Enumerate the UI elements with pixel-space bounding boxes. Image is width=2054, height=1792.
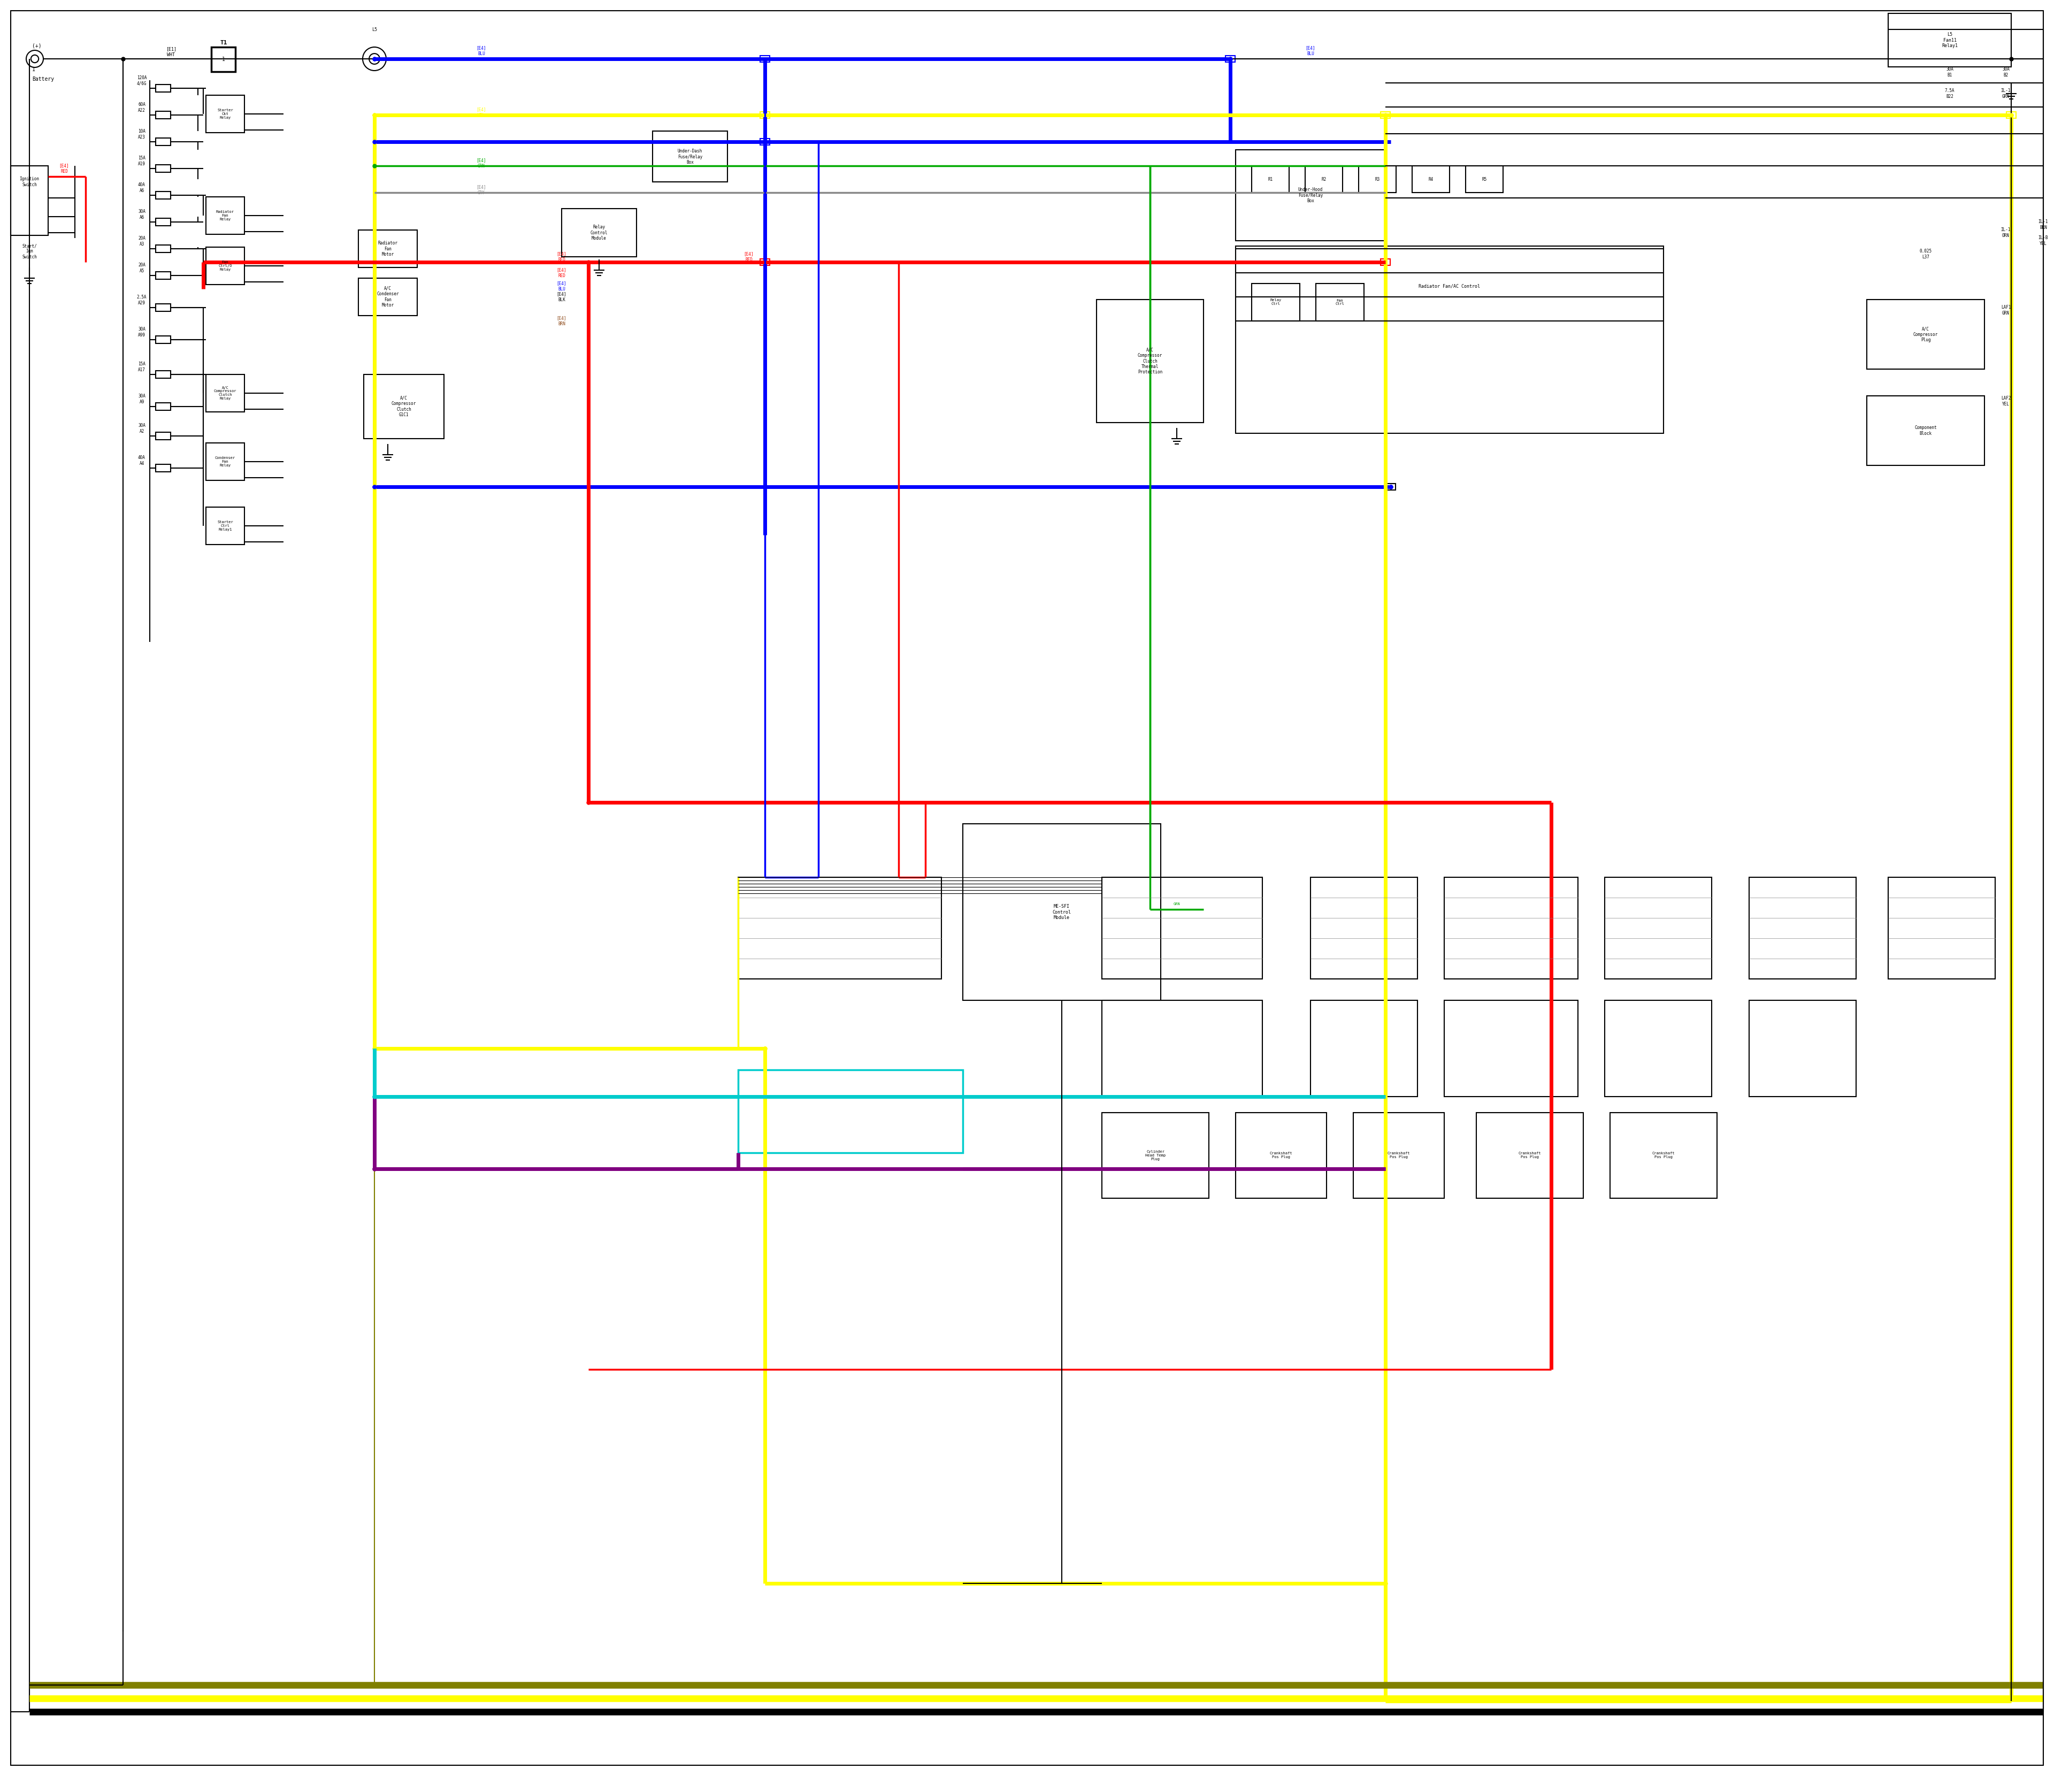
- Text: 30A
A99: 30A A99: [138, 326, 146, 337]
- Text: [E4]
RED: [E4] RED: [557, 267, 567, 278]
- Text: IL-B
YEL: IL-B YEL: [2038, 235, 2048, 246]
- Bar: [357, 278, 417, 315]
- Bar: [205, 443, 244, 480]
- Bar: [156, 305, 170, 312]
- Text: 60A
A22: 60A A22: [138, 102, 146, 113]
- Text: Start/
Ign
Switch: Start/ Ign Switch: [23, 244, 37, 260]
- Bar: [1251, 283, 1300, 321]
- Bar: [1477, 1113, 1584, 1199]
- Text: [E4]
RED: [E4] RED: [557, 251, 567, 262]
- Text: Crankshaft
Pos Plug: Crankshaft Pos Plug: [1386, 1152, 1411, 1159]
- Text: 30A
B2: 30A B2: [2003, 66, 2009, 77]
- Bar: [1310, 1000, 1417, 1097]
- Bar: [212, 47, 236, 72]
- Text: LAF2
YEL: LAF2 YEL: [2001, 396, 2011, 407]
- Text: [E4]
BRN: [E4] BRN: [557, 315, 567, 326]
- Bar: [205, 95, 244, 133]
- Bar: [760, 111, 770, 118]
- Text: 15A
A17: 15A A17: [138, 362, 146, 373]
- Bar: [1867, 396, 1984, 466]
- Bar: [10, 167, 47, 235]
- Bar: [205, 247, 244, 285]
- Bar: [1226, 56, 1234, 63]
- Text: [E4]
GRN: [E4] GRN: [477, 158, 487, 168]
- Text: A/C
Compressor
Plug: A/C Compressor Plug: [1912, 326, 1939, 342]
- Text: Fan
Ctrl: Fan Ctrl: [1335, 299, 1345, 306]
- Bar: [156, 138, 170, 145]
- Text: Condenser
Fan
Relay: Condenser Fan Relay: [216, 457, 236, 468]
- Bar: [357, 229, 417, 267]
- Bar: [156, 165, 170, 172]
- Text: Relay
Ctrl: Relay Ctrl: [1269, 299, 1282, 306]
- Text: 20A
A5: 20A A5: [138, 263, 146, 272]
- Bar: [1467, 167, 1504, 192]
- Text: 10A
A23: 10A A23: [138, 129, 146, 140]
- Bar: [156, 111, 170, 118]
- Bar: [156, 219, 170, 226]
- Bar: [156, 371, 170, 378]
- Bar: [205, 507, 244, 545]
- Bar: [1237, 151, 1384, 240]
- Text: R5: R5: [1481, 177, 1487, 181]
- Bar: [760, 56, 770, 63]
- Text: 7.5A
B22: 7.5A B22: [1945, 88, 1955, 99]
- Text: Starter
Ckt
Relay: Starter Ckt Relay: [218, 109, 234, 120]
- Text: [E4]
BLU: [E4] BLU: [1306, 45, 1315, 56]
- Text: A/C
Compressor
Clutch
G1C1: A/C Compressor Clutch G1C1: [392, 396, 417, 418]
- Text: IL-1
BRN: IL-1 BRN: [2038, 219, 2048, 229]
- Text: Cylinder
Head Temp
Plug: Cylinder Head Temp Plug: [1146, 1150, 1165, 1161]
- Bar: [1097, 299, 1204, 423]
- Text: 30A
A2: 30A A2: [138, 423, 146, 434]
- Text: A/C
Compressor
Clutch
Thermal
Protection: A/C Compressor Clutch Thermal Protection: [1138, 348, 1163, 375]
- Bar: [1444, 1000, 1577, 1097]
- Bar: [156, 403, 170, 410]
- Text: Radiator
Fan
Motor: Radiator Fan Motor: [378, 240, 398, 256]
- Text: (+): (+): [33, 43, 41, 48]
- Bar: [364, 375, 444, 439]
- Text: LAF1
GRN: LAF1 GRN: [2001, 305, 2011, 315]
- Text: Crankshaft
Pos Plug: Crankshaft Pos Plug: [1518, 1152, 1540, 1159]
- Text: 30A
A9: 30A A9: [138, 394, 146, 405]
- Text: 2.5A
A29: 2.5A A29: [138, 296, 146, 305]
- Text: [E4]
YEL: [E4] YEL: [477, 108, 487, 118]
- Text: 120A
4/6G: 120A 4/6G: [138, 75, 146, 86]
- Text: IL-1
GRN: IL-1 GRN: [2001, 88, 2011, 99]
- Bar: [1101, 1000, 1263, 1097]
- Bar: [1101, 878, 1263, 978]
- Text: Under-Dash
Fuse/Relay
Box: Under-Dash Fuse/Relay Box: [678, 149, 702, 165]
- Text: [E4]
RED: [E4] RED: [60, 163, 70, 174]
- Bar: [1354, 1113, 1444, 1199]
- Bar: [561, 208, 637, 256]
- Bar: [205, 375, 244, 412]
- Text: R1: R1: [1267, 177, 1273, 181]
- Text: GRN: GRN: [1173, 903, 1181, 905]
- Bar: [1310, 878, 1417, 978]
- Text: Relay
Control
Module: Relay Control Module: [589, 224, 608, 240]
- Text: Battery: Battery: [33, 77, 53, 82]
- Bar: [2007, 111, 2017, 118]
- Bar: [1888, 13, 2011, 66]
- Bar: [1101, 1113, 1210, 1199]
- Bar: [1750, 1000, 1857, 1097]
- Text: Crankshaft
Pos Plug: Crankshaft Pos Plug: [1269, 1152, 1292, 1159]
- Text: Under-Hood
Fuse/Relay
Box: Under-Hood Fuse/Relay Box: [1298, 188, 1323, 202]
- Text: Radiator
Fan
Relay: Radiator Fan Relay: [216, 210, 234, 220]
- Text: Crankshaft
Pos Plug: Crankshaft Pos Plug: [1651, 1152, 1674, 1159]
- Text: 1: 1: [222, 57, 226, 63]
- Bar: [156, 272, 170, 280]
- Text: ME-SFI
Control
Module: ME-SFI Control Module: [1052, 905, 1070, 919]
- Text: L5
Fan11
Relay1: L5 Fan11 Relay1: [1941, 32, 1957, 48]
- Bar: [963, 824, 1161, 1000]
- Bar: [737, 878, 941, 978]
- Text: 1: 1: [33, 66, 35, 72]
- Bar: [1444, 878, 1577, 978]
- Text: R4: R4: [1428, 177, 1434, 181]
- Text: Fan
Ctrl/O
Relay: Fan Ctrl/O Relay: [218, 260, 232, 271]
- Text: A/C
Compressor
Clutch
Relay: A/C Compressor Clutch Relay: [214, 385, 236, 400]
- Bar: [156, 335, 170, 344]
- Text: L5: L5: [372, 27, 378, 32]
- Bar: [760, 258, 770, 265]
- Bar: [1237, 246, 1664, 434]
- Text: [E4]
BLU: [E4] BLU: [557, 281, 567, 292]
- Bar: [156, 192, 170, 199]
